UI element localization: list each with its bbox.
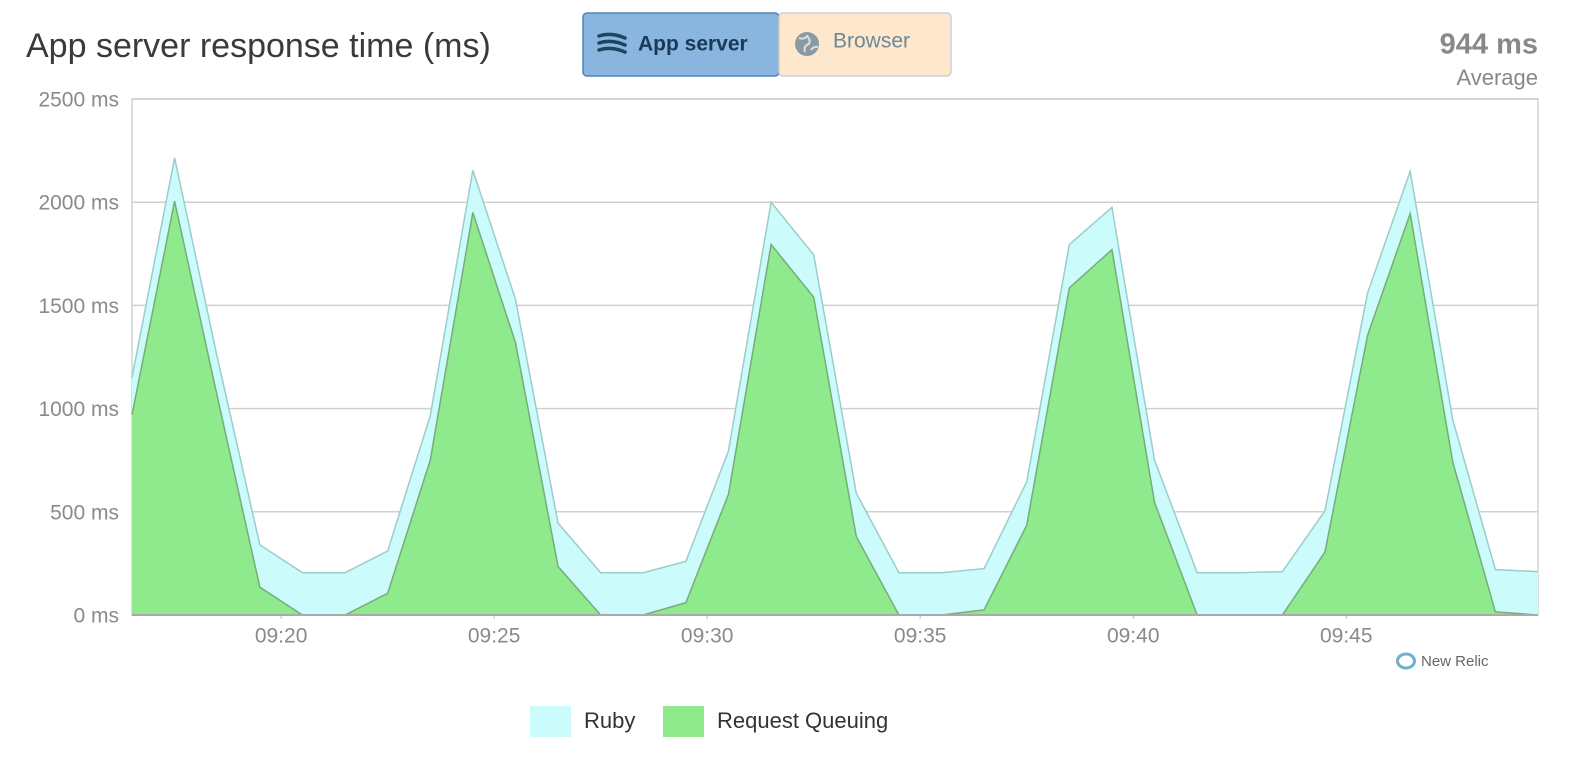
area-line — [131, 157, 1539, 574]
x-tick-label: 09:40 — [1107, 625, 1160, 648]
legend-swatch — [663, 706, 704, 737]
tab-label[interactable]: Browser — [833, 30, 910, 53]
brand-label: New Relic — [1421, 653, 1489, 670]
legend-label: Ruby — [584, 708, 635, 733]
area-fill — [132, 157, 1538, 615]
x-tick-label: 09:35 — [894, 625, 947, 648]
plot: 0 ms 500 ms 1000 ms 1500 ms 2000 ms 2500 ms 09… — [38, 89, 1539, 648]
area-line — [131, 201, 1539, 616]
summary-label: Average — [1456, 65, 1538, 90]
y-tick-label: 2000 ms — [38, 192, 119, 215]
y-tick-label: 500 ms — [50, 501, 119, 524]
stack-icon — [597, 32, 627, 54]
y-tick-label: 1000 ms — [38, 398, 119, 421]
legend: Ruby Request Queuing — [530, 706, 888, 737]
legend-swatch — [530, 706, 571, 737]
globe-icon — [795, 32, 819, 56]
y-tick-label: 1500 ms — [38, 295, 119, 318]
tab-inactive[interactable] — [778, 12, 952, 77]
tab-label[interactable]: App server — [638, 33, 748, 56]
x-tick-label: 09:25 — [468, 625, 521, 648]
y-tick-label: 2500 ms — [38, 89, 119, 112]
tab-group: App server Browser — [582, 12, 952, 77]
legend-label: Request Queuing — [717, 708, 888, 733]
x-tick-label: 09:45 — [1320, 625, 1373, 648]
area-fill — [132, 201, 1538, 615]
brand: New Relic — [1396, 652, 1489, 670]
x-tick-label: 09:20 — [255, 625, 308, 648]
x-tick-label: 09:30 — [681, 625, 734, 648]
chart-title: App server response time (ms) — [26, 27, 491, 65]
summary-value: 944 ms — [1440, 29, 1538, 61]
y-tick-label: 0 ms — [73, 605, 119, 628]
